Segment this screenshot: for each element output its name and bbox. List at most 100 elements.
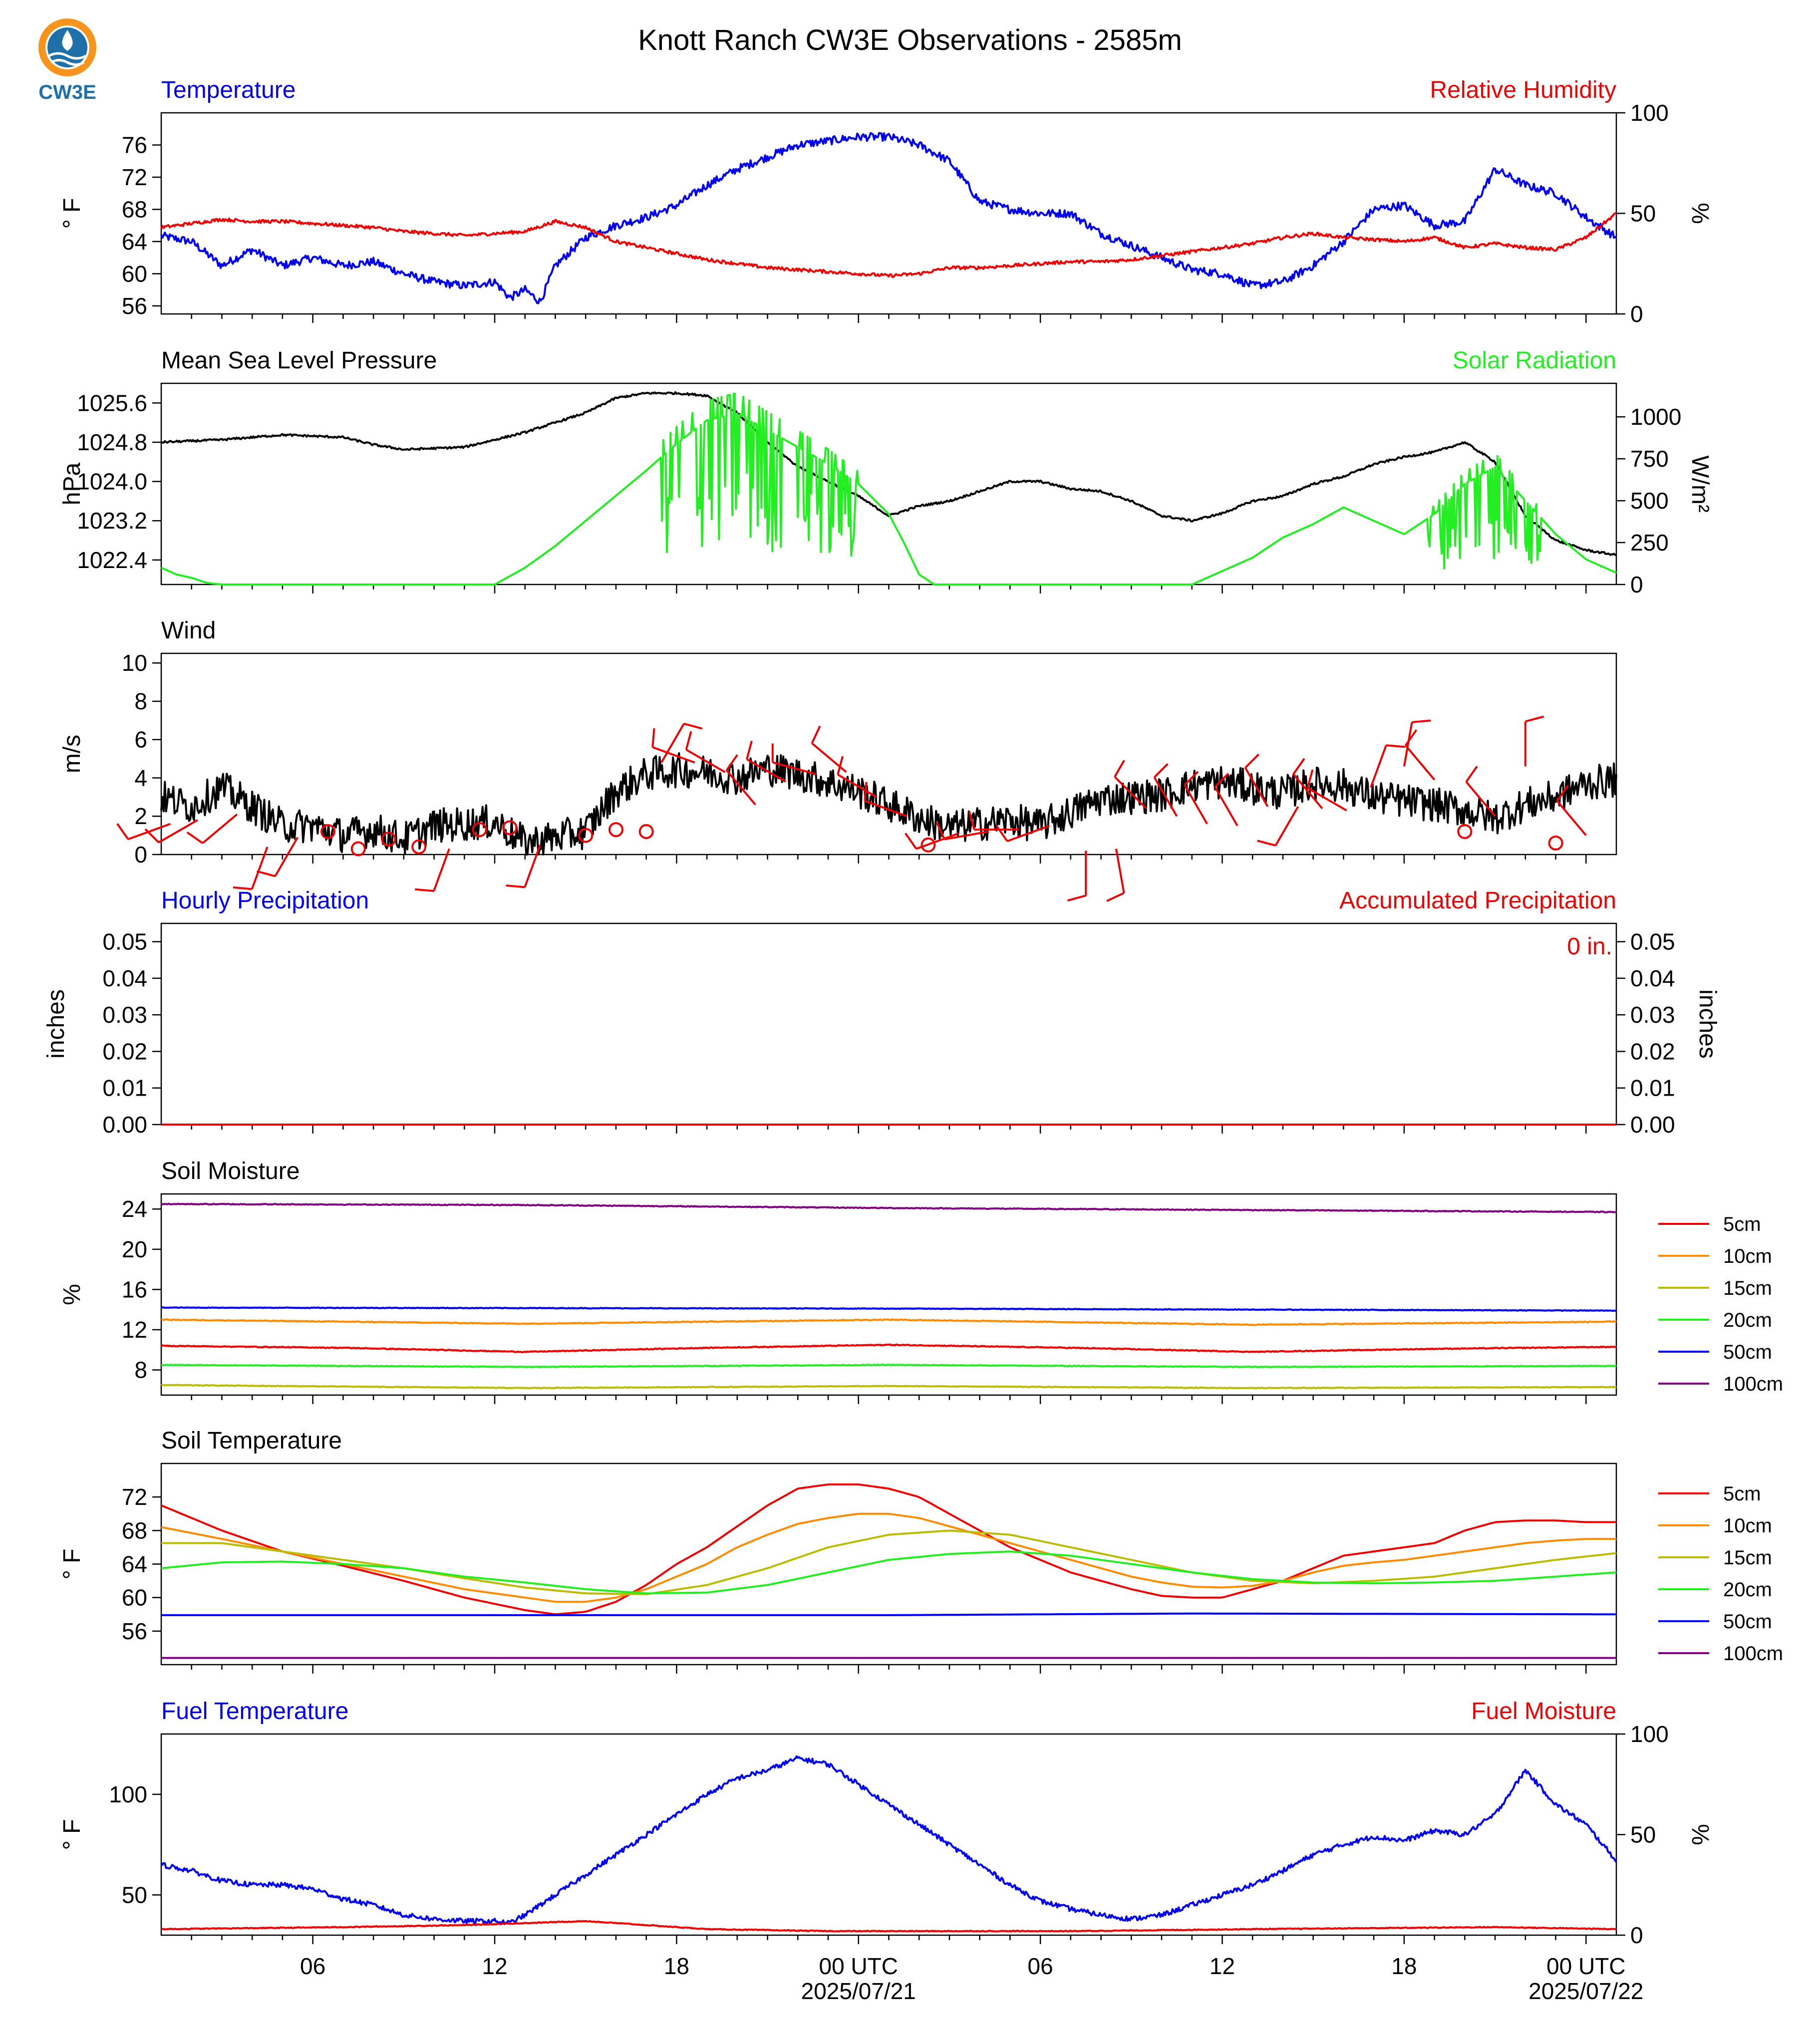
y-tick-label: 68 <box>122 1517 147 1543</box>
wind-barb <box>257 837 299 877</box>
series-line-20cm <box>161 1550 1617 1595</box>
wind-barb <box>1106 849 1125 902</box>
wind-barb-shaft <box>524 845 541 888</box>
y2-tick-label: 50 <box>1630 1822 1656 1848</box>
y-tick-label: 0.01 <box>102 1075 147 1101</box>
wind-barb-flag <box>1184 771 1199 786</box>
plot-frame <box>160 112 1617 315</box>
wind-barb <box>1257 806 1299 847</box>
plot-frame <box>160 922 1617 1126</box>
wind-barb-flag <box>1525 715 1544 723</box>
legend: 5cm 10cm 15cm 20cm 50cm 100cm <box>1658 1483 1783 1665</box>
y-axis-label: hPa <box>59 462 85 505</box>
y-tick-label: 0.04 <box>102 965 147 991</box>
x-tick-label: 18 <box>664 1953 689 1979</box>
y-tick-label: 10 <box>122 650 147 676</box>
panel-title-left: Wind <box>161 617 216 644</box>
wind-barb-shaft <box>1307 787 1347 812</box>
wind-barb-flag <box>257 870 276 877</box>
wind-calm-marker <box>1457 824 1473 839</box>
wind-calm-marker <box>608 822 623 838</box>
wind-barb <box>837 756 878 798</box>
y2-tick-label: 750 <box>1630 446 1669 472</box>
y2-axis-label: W/m² <box>1687 455 1713 513</box>
wind-calm-marker <box>320 824 336 839</box>
panel-pressure_solar: Mean Sea Level Pressure Solar Radiation 10… <box>59 347 1713 597</box>
wind-barb-shaft <box>1114 776 1148 810</box>
wind-barb <box>651 728 695 764</box>
panel-fuel: Fuel Temperature Fuel Moisture 50 100 ° F 0 50… <box>59 1698 1713 2004</box>
legend-label-5cm: 5cm <box>1723 1483 1761 1505</box>
cw3e-logo-mark: CW3E <box>38 18 96 103</box>
wind-barb <box>1465 766 1496 817</box>
wind-barb <box>116 823 171 841</box>
wind-barb-flag <box>811 725 821 744</box>
series-line-50cm <box>161 1306 1617 1312</box>
wind-calm-marker <box>638 824 654 839</box>
wind-barb-shaft <box>1184 784 1208 825</box>
y-axis-label: % <box>59 1284 85 1305</box>
y2-tick-label: 50 <box>1630 201 1656 227</box>
legend-label-50cm: 50cm <box>1723 1341 1772 1363</box>
y-tick-label: 100 <box>109 1781 147 1807</box>
y-axis-label: m/s <box>59 735 85 773</box>
wind-barb-flag <box>651 728 655 748</box>
x-date-label: 2025/07/21 <box>801 1978 916 2004</box>
legend-label-15cm: 15cm <box>1723 1547 1772 1569</box>
wind-barb-shaft <box>772 761 817 775</box>
wind-barb-shaft <box>1556 800 1587 836</box>
panel-title-left: Hourly Precipitation <box>161 887 369 914</box>
y-tick-label: 2 <box>134 803 147 829</box>
y-tick-label: 0 <box>134 842 147 868</box>
wind-barb-shaft <box>158 819 198 844</box>
wind-barb <box>771 743 817 775</box>
y-tick-label: 1024.0 <box>77 469 147 495</box>
panel-soil_temp: Soil Temperature 56 60 64 68 72 ° F 5cm 10cm 15cm… <box>59 1428 1783 1674</box>
y-tick-label: 60 <box>122 1585 147 1611</box>
wind-barb <box>506 845 541 888</box>
y-tick-label: 1024.8 <box>77 429 147 455</box>
legend-label-20cm: 20cm <box>1723 1579 1772 1601</box>
wind-barb <box>1244 753 1269 808</box>
y-tick-label: 72 <box>122 164 147 190</box>
wind-barb-shaft <box>915 832 959 850</box>
panel-title-right: Relative Humidity <box>1430 77 1616 103</box>
wind-barb-flag <box>1556 785 1569 802</box>
wind-barb-flag <box>905 833 917 850</box>
wind-barb-flag <box>1214 773 1229 788</box>
wind-barb-flag <box>1257 840 1276 847</box>
wind-barb-flag <box>864 782 868 801</box>
wind-barb <box>186 813 238 844</box>
wind-barb-shaft <box>746 758 787 783</box>
cw3e-logo: CW3E <box>30 15 105 105</box>
wind-barb-shaft <box>1214 786 1238 827</box>
y-tick-label: 56 <box>122 293 147 319</box>
y-tick-label: 56 <box>122 1618 147 1644</box>
wind-barb <box>660 722 703 763</box>
wind-barb <box>1370 744 1405 788</box>
chart-panels: Temperature Relative Humidity566064687276… <box>43 77 1783 2004</box>
wind-barb-flag <box>1386 744 1405 748</box>
y-axis-label: ° F <box>59 198 85 229</box>
legend: 5cm 10cm 15cm 20cm 50cm 100cm <box>1658 1213 1783 1395</box>
wind-calm-marker <box>502 820 518 836</box>
wind-barb-shaft <box>1405 745 1436 781</box>
series-line-1 <box>161 1920 1617 1933</box>
y2-tick-label: 500 <box>1630 488 1669 514</box>
series-line-10cm <box>161 1512 1616 1603</box>
y2-tick-label: 250 <box>1630 530 1669 556</box>
series-line-15cm <box>161 1384 1617 1390</box>
y2-axis-label: % <box>1687 203 1713 224</box>
panel-title-left: Temperature <box>161 77 296 103</box>
wind-barb-flag <box>683 722 703 730</box>
y2-tick-label: 100 <box>1630 100 1669 126</box>
legend-label-10cm: 10cm <box>1723 1245 1772 1267</box>
wind-barb-flag <box>1405 729 1418 746</box>
series-line-20cm <box>161 1364 1617 1369</box>
y2-tick-label: 0 <box>1630 572 1643 597</box>
wind-barb-shaft <box>652 746 695 764</box>
y2-tick-label: 0.05 <box>1630 929 1675 955</box>
y-tick-label: 60 <box>122 261 147 287</box>
y2-tick-label: 1000 <box>1630 404 1681 430</box>
